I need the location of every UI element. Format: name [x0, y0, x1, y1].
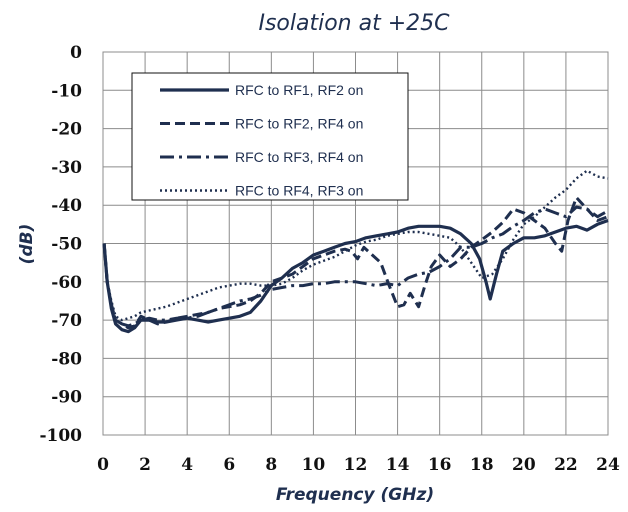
- x-tick-label: 10: [302, 455, 326, 475]
- y-tick-label: -70: [51, 311, 82, 331]
- x-tick-label: 2: [139, 455, 151, 475]
- x-tick-label: 0: [97, 455, 109, 475]
- y-axis-label: (dB): [17, 224, 37, 265]
- y-tick-label: -50: [51, 235, 82, 255]
- y-tick-label: -60: [51, 273, 82, 293]
- x-tick-label: 18: [470, 455, 494, 475]
- y-tick-label: -90: [51, 388, 82, 408]
- x-tick-label: 12: [344, 455, 368, 475]
- series-line-solid: [102, 218, 609, 334]
- y-tick-label: -80: [51, 349, 82, 369]
- series-line-dashed: [102, 196, 609, 330]
- plot-area: [102, 51, 609, 436]
- y-tick-label: -40: [51, 196, 82, 216]
- legend-items: RFC to RF1, RF2 on RFC to RF2, RF4 on RFC …: [160, 82, 363, 199]
- x-tick-label: 6: [223, 455, 235, 475]
- x-axis-label: Frequency (GHz): [276, 485, 434, 505]
- series-line-dotted: [102, 169, 609, 322]
- series-lines: [102, 169, 609, 334]
- y-tick-label: -30: [51, 158, 82, 178]
- y-tick-label: -10: [51, 81, 82, 101]
- x-tick-label: 22: [554, 455, 578, 475]
- x-tick-label: 14: [386, 455, 410, 475]
- series-line-dashdot: [102, 205, 609, 328]
- legend-label: RFC to RF1, RF2 on: [235, 82, 363, 98]
- x-tick-label: 20: [512, 455, 536, 475]
- legend-label: RFC to RF2, RF4 on: [235, 116, 363, 132]
- legend-box: [131, 72, 409, 201]
- x-tick-label: 8: [265, 455, 277, 475]
- legend: RFC to RF1, RF2 on RFC to RF2, RF4 on RFC …: [131, 72, 409, 201]
- y-tick-label: -20: [51, 120, 82, 140]
- chart-title: Isolation at +25C: [258, 11, 450, 36]
- x-tick-label: 4: [181, 455, 193, 475]
- x-tick-label: 16: [428, 455, 452, 475]
- y-axis-tick-labels: 0 -10 -20 -30 -40 -50 -60 -70 -80 -90 -100: [39, 43, 82, 446]
- legend-label: RFC to RF3, RF4 on: [235, 149, 363, 165]
- x-axis-tick-labels: 0 2 4 6 8 10 12 14 16 18 20 22 24: [97, 455, 620, 475]
- y-tick-label: 0: [70, 43, 82, 63]
- legend-label: RFC to RF4, RF3 on: [235, 183, 363, 199]
- x-tick-label: 24: [596, 455, 620, 475]
- y-tick-label: -100: [39, 426, 82, 446]
